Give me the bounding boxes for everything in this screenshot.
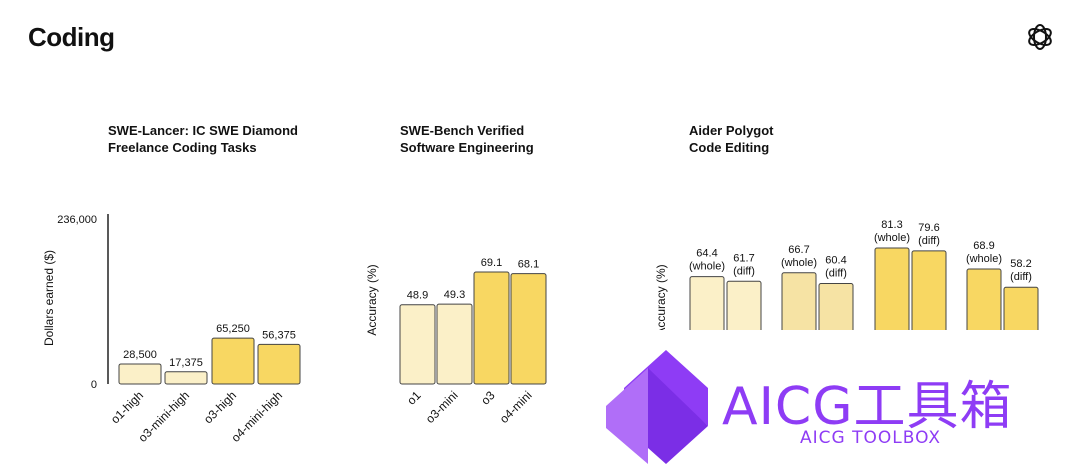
chart2-xtick-label: o1: [404, 388, 424, 408]
openai-logo-icon: [1028, 24, 1052, 50]
chart3-data-label: 81.3: [881, 219, 902, 231]
watermark-title: AICG工具箱: [722, 377, 1013, 437]
chart1-bar: [164, 371, 208, 385]
chart1-data-label: 28,500: [123, 349, 157, 361]
chart3-data-label: 58.2: [1010, 258, 1031, 270]
chart2-xtick-label: o4-mini: [497, 388, 535, 426]
chart3-data-label: 64.4: [696, 248, 717, 260]
chart1-xtick-label: o3-high: [201, 388, 239, 426]
chart3-title: Aider Polygot Code Editing: [689, 123, 774, 155]
chart2-title: SWE-Bench Verified Software Engineering: [400, 123, 534, 155]
chart2-data-label: 69.1: [481, 257, 502, 269]
chart3-series-label: (whole): [781, 257, 817, 269]
chart1-ytick-label: 0: [91, 379, 97, 391]
chart3-series-label: (whole): [689, 261, 725, 273]
chart1-data-label: 17,375: [169, 357, 203, 369]
chart2-data-label: 49.3: [444, 289, 465, 301]
chart1-xtick-label: o1-high: [108, 388, 146, 426]
chart2-data-label: 48.9: [407, 290, 428, 302]
page-title: Coding: [28, 22, 115, 52]
chart3-data-label: 68.9: [973, 240, 994, 252]
chart3-series-label: (diff): [1010, 271, 1032, 283]
chart2-bar: [473, 271, 510, 385]
chart3-series-label: (diff): [733, 265, 755, 277]
chart3-data-label: 60.4: [825, 254, 846, 266]
chart3-series-label: (whole): [874, 232, 910, 244]
chart1-data-label: 65,250: [216, 323, 250, 335]
chart2-xtick-label: o3: [478, 388, 498, 408]
chart1-bar: [118, 363, 162, 385]
chart1-ytick-label: 236,000: [57, 214, 97, 226]
watermark-subtitle: AICG TOOLBOX: [800, 428, 942, 448]
chart3-y-axis-label: Accuracy (%): [654, 264, 668, 335]
aicg-logo-icon: [606, 350, 708, 464]
chart2-xtick-label: o3-mini: [423, 388, 461, 426]
chart1-bar: [257, 343, 301, 385]
chart1-y-axis-label: Dollars earned ($): [42, 250, 56, 346]
chart3-series-label: (diff): [825, 267, 847, 279]
chart2-data-label: 68.1: [518, 259, 539, 271]
chart3-data-label: 79.6: [918, 222, 939, 234]
chart3-series-label: (whole): [966, 253, 1002, 265]
chart2-y-axis-label: Accuracy (%): [365, 264, 379, 335]
chart2-bar: [436, 303, 473, 385]
chart2-bar: [510, 273, 547, 385]
chart2-bar: [399, 304, 436, 385]
chart3-data-label: 66.7: [788, 244, 809, 256]
chart1-bar: [211, 337, 255, 385]
chart1-data-label: 56,375: [262, 329, 296, 341]
chart3-data-label: 61.7: [733, 252, 754, 264]
chart1-title: SWE-Lancer: IC SWE Diamond Freelance Cod…: [108, 123, 298, 155]
chart3-series-label: (diff): [918, 235, 940, 247]
